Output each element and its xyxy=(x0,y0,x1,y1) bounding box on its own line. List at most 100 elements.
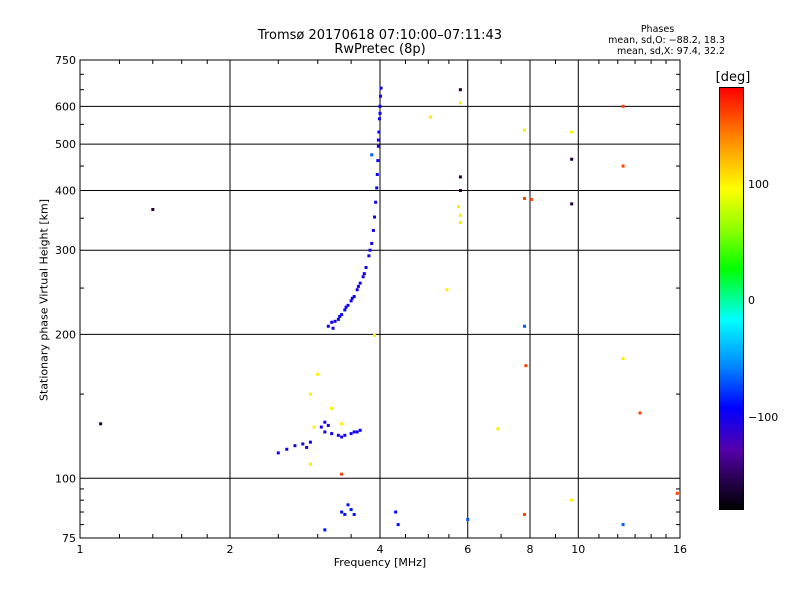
y-tick-label: 400 xyxy=(55,184,76,197)
data-point-F-trace xyxy=(375,173,379,177)
data-point-F-trace xyxy=(377,130,381,134)
data-point-noise-yellow xyxy=(570,130,574,134)
data-point-noise-yellow xyxy=(496,427,500,431)
data-point-noise-red xyxy=(340,472,344,476)
data-point-F-trace xyxy=(350,296,354,300)
data-point-noise-yellow xyxy=(457,205,461,209)
data-point-noise-red xyxy=(675,491,679,495)
x-tick-label: 4 xyxy=(377,543,384,556)
data-point-low-echo xyxy=(396,523,400,527)
data-point-F-trace xyxy=(371,228,375,232)
data-point-noise-red xyxy=(621,164,625,168)
data-point-F-trace xyxy=(379,94,383,98)
y-tick-label: 500 xyxy=(55,138,76,151)
data-point-E-trace xyxy=(340,435,344,439)
x-tick-label: 10 xyxy=(571,543,585,556)
data-point-noise-red xyxy=(621,104,625,108)
data-point-F-trace xyxy=(378,104,382,108)
data-point-F-trace xyxy=(377,117,381,121)
data-point-E-trace xyxy=(355,430,359,434)
data-point-F-trace xyxy=(349,299,353,303)
data-point-noise-red xyxy=(524,364,528,368)
data-point-E-trace xyxy=(285,447,289,451)
data-point-E-trace xyxy=(326,423,330,427)
data-point-E-trace xyxy=(352,430,356,434)
data-point-low-echo xyxy=(352,512,356,516)
data-point-noise-dark xyxy=(99,422,103,426)
phases-o-line: mean, sd,O: −88.2, 18.3 xyxy=(608,35,725,46)
data-point-F-trace xyxy=(379,86,383,90)
data-point-F-trace xyxy=(344,305,348,309)
x-tick-label: 8 xyxy=(527,543,534,556)
data-point-E-trace xyxy=(308,440,312,444)
data-point-E-trace xyxy=(293,444,297,448)
data-point-F-trace xyxy=(378,111,382,115)
data-point-F-trace xyxy=(331,326,335,330)
data-point-noise-yellow xyxy=(428,115,432,119)
data-point-F-trace xyxy=(374,200,378,204)
y-tick-label: 750 xyxy=(55,54,76,67)
data-point-E-trace xyxy=(358,428,362,432)
data-point-noise-cyan xyxy=(370,153,374,157)
colorbar-unit-label: [deg] xyxy=(715,70,751,85)
data-point-low-echo xyxy=(340,510,344,514)
data-point-noise-yellow xyxy=(570,498,574,502)
data-point-F-trace xyxy=(355,288,359,292)
y-tick-label: 600 xyxy=(55,100,76,113)
data-point-E-trace xyxy=(323,430,327,434)
data-point-F-trace xyxy=(356,284,360,288)
data-point-noise-red xyxy=(529,198,533,202)
data-point-F-trace xyxy=(376,144,380,148)
data-point-F-trace xyxy=(330,320,334,324)
data-point-noise-dark xyxy=(570,202,574,206)
data-point-F-trace xyxy=(376,159,380,163)
x-tick-label: 16 xyxy=(673,543,687,556)
data-point-noise-red xyxy=(523,196,527,200)
data-point-noise-yellow xyxy=(523,128,527,132)
phases-heading: Phases xyxy=(640,24,675,35)
y-tick-label: 75 xyxy=(62,532,76,545)
data-point-E-trace xyxy=(319,425,323,429)
colorbar-tick-0: 0 xyxy=(748,294,755,307)
data-point-F-trace xyxy=(361,275,365,279)
data-point-low-echo xyxy=(343,512,347,516)
data-point-noise-red xyxy=(638,411,642,415)
data-point-F-trace xyxy=(343,308,347,312)
data-point-F-trace xyxy=(358,281,362,285)
data-point-F-trace xyxy=(368,248,372,252)
data-point-F-trace xyxy=(326,324,330,328)
data-point-E-trace xyxy=(305,445,309,449)
y-tick-label: 100 xyxy=(55,472,76,485)
data-point-noise-yellow xyxy=(458,213,462,217)
chart-title: Tromsø 20170618 07:10:00–07:11:43 xyxy=(257,28,503,43)
y-tick-label: 200 xyxy=(55,328,76,341)
data-point-noise-dark xyxy=(458,88,462,92)
phases-x-line: mean, sd,X: 97.4, 32.2 xyxy=(616,46,725,57)
data-point-F-trace xyxy=(346,303,350,307)
chart-subtitle: RwPretec (8p) xyxy=(334,42,426,57)
x-tick-label: 6 xyxy=(464,543,471,556)
phase-colorbar xyxy=(719,87,744,510)
data-point-low-echo xyxy=(346,503,350,507)
x-tick-label: 2 xyxy=(227,543,234,556)
data-point-F-trace xyxy=(364,266,368,270)
data-point-low-echo xyxy=(349,508,353,512)
data-point-F-trace xyxy=(362,272,366,276)
data-point-noise-yellow xyxy=(458,101,462,105)
data-point-E-trace xyxy=(301,442,305,446)
data-point-F-trace xyxy=(338,314,342,318)
colorbar-tick-100: 100 xyxy=(748,178,769,191)
data-point-noise-yellow xyxy=(373,333,377,337)
data-point-noise-yellow xyxy=(308,392,312,396)
data-point-F-trace xyxy=(340,313,344,317)
data-point-F-trace xyxy=(373,215,377,219)
data-point-noise-cyan xyxy=(523,324,527,328)
data-point-noise-dark xyxy=(151,208,155,212)
data-point-F-trace xyxy=(352,295,356,299)
x-axis-label: Frequency [MHz] xyxy=(333,556,427,569)
data-point-noise-red xyxy=(523,512,527,516)
data-point-noise-yellow xyxy=(458,220,462,224)
data-point-noise-yellow xyxy=(340,422,344,426)
data-point-E-trace xyxy=(323,420,327,424)
data-point-noise-yellow xyxy=(330,406,334,410)
